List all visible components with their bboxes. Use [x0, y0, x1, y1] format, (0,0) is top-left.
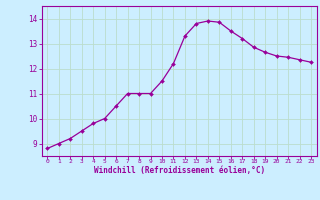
X-axis label: Windchill (Refroidissement éolien,°C): Windchill (Refroidissement éolien,°C) [94, 166, 265, 175]
